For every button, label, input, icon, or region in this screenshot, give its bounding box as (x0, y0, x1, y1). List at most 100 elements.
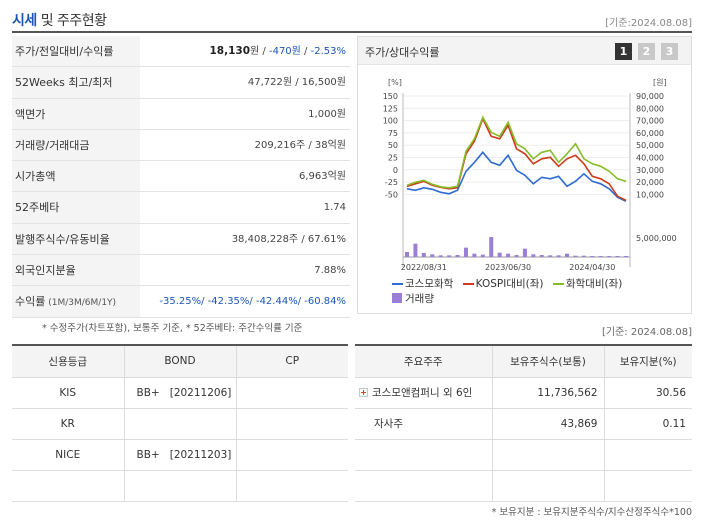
volume-bar (624, 256, 628, 257)
quote-row-return: 수익률 (1M/3M/6M/1Y) -35.25%/ -42.35%/ -42.… (12, 286, 350, 318)
quote-row-market-cap: 시가총액 6,963억원 (12, 161, 350, 193)
reference-date: [기준:2024.08.08] (605, 18, 692, 29)
table-row (355, 470, 692, 502)
table-row (12, 470, 348, 502)
quote-row-beta: 52주베타 1.74 (12, 192, 350, 224)
volume-bar (438, 255, 443, 257)
quote-value: 18,130원 / -470원 / -2.53% (209, 45, 347, 57)
volume-bar (447, 255, 452, 257)
volume-bar (615, 256, 620, 257)
volume-bar (607, 256, 612, 257)
volume-bar (413, 243, 418, 257)
left-tick-label: 125 (383, 104, 398, 113)
volume-bar (581, 255, 586, 257)
quote-label: 주가/전일대비/수익률 (12, 36, 140, 67)
chart-panel: 주가/상대수익률 1 2 3 [%] [원] 150 125 100 75 50 25 0 -25… (357, 36, 692, 314)
chart-title: 주가/상대수익률 (365, 46, 440, 59)
credit-rating-table: 신용등급 BOND CP KIS BB+ [20211206] KR NICE … (12, 344, 348, 502)
x-tick-label: 2022/08/31 (401, 263, 447, 272)
quote-footnote: * 수정주가(차트포함), 보통주 기준, * 52주베타: 주간수익률 기준 (42, 323, 303, 334)
series-line-3 (406, 115, 627, 189)
volume-bar (598, 256, 603, 257)
volume-bar (463, 247, 468, 257)
quote-row-volume: 거래량/거래대금 209,216주 / 38억원 (12, 129, 350, 162)
quote-value: 38,408,228주 / 67.61% (231, 233, 346, 245)
x-tick-label: 2024/04/30 (569, 263, 615, 272)
right-tick-label: 40,000 (636, 154, 664, 163)
quote-value: 1.74 (323, 202, 346, 214)
left-tick-label: 100 (383, 117, 398, 126)
right-tick-label: 50,000 (636, 141, 664, 150)
column-header: 주요주주 (355, 345, 493, 378)
volume-bar (489, 237, 494, 257)
x-tick-label: 2023/06/30 (485, 263, 531, 272)
volume-bar (405, 252, 409, 257)
column-header: BOND (124, 345, 237, 378)
legend-item-kospi: KOSPI대비(좌) (462, 277, 544, 292)
left-tick-label: 0 (393, 166, 398, 175)
chart-page-button-2[interactable]: 2 (638, 43, 655, 60)
legend-item-company: 코스모화학 (392, 277, 453, 292)
quote-label: 수익률 (1M/3M/6M/1Y) (12, 286, 140, 317)
series-line-1 (406, 151, 627, 203)
column-header: 신용등급 (12, 345, 125, 378)
quote-value: 47,722원 / 16,500원 (247, 77, 346, 89)
volume-bar (480, 254, 485, 257)
quote-row-foreign: 외국인지분율 7.88% (12, 255, 350, 287)
volume-bar (506, 253, 511, 257)
volume-bar (531, 254, 536, 257)
volume-bar (573, 255, 578, 257)
legend-item-volume: 거래량 (392, 292, 434, 307)
quote-table: 주가/전일대비/수익률 18,130원 / -470원 / -2.53% 52W… (12, 36, 350, 318)
holder-name-cell[interactable]: 코스모앤컴퍼니 외 6인 (355, 377, 493, 409)
quote-label: 거래량/거래대금 (12, 129, 140, 161)
table-row (355, 439, 692, 471)
table-header-row: 신용등급 BOND CP (12, 345, 348, 378)
chart-legend: 코스모화학 KOSPI대비(좌) 화학대비(좌) 거래량 (392, 277, 692, 307)
quote-value: 1,000원 (308, 108, 346, 120)
series-line-2 (406, 116, 627, 202)
left-tick-label: -50 (385, 190, 398, 199)
chart-header: 주가/상대수익률 1 2 3 (358, 37, 691, 65)
right-tick-label: 80,000 (636, 104, 664, 113)
right-axis-unit: [원] (653, 78, 667, 87)
volume-tick-label: 5,000,000 (636, 234, 677, 243)
legend-line-icon (462, 283, 474, 285)
table-row: 코스모앤컴퍼니 외 6인 11,736,562 30.56 (355, 377, 692, 409)
left-tick-label: 150 (383, 92, 398, 101)
volume-bar (421, 253, 426, 257)
right-tick-label: 60,000 (636, 129, 664, 138)
quote-label: 발행주식수/유동비율 (12, 223, 140, 255)
quote-value: -35.25%/ -42.35%/ -42.44%/ -60.84% (159, 296, 346, 308)
volume-bar (514, 255, 519, 257)
chart-page-button-1[interactable]: 1 (615, 43, 632, 60)
volume-bar (497, 252, 502, 257)
table-header-row: 주요주주 보유주식수(보통) 보유지분(%) (355, 345, 692, 378)
quote-label: 52주베타 (12, 192, 140, 223)
left-tick-label: 75 (388, 129, 398, 138)
section-header: 시세 및 주주현황 [기준:2024.08.08] (12, 8, 692, 30)
chart-page-button-3[interactable]: 3 (661, 43, 678, 60)
volume-bar (472, 253, 477, 257)
volume-bar (539, 255, 544, 257)
legend-line-icon (552, 283, 564, 285)
column-header: 보유주식수(보통) (492, 345, 605, 378)
right-tick-label: 30,000 (636, 166, 664, 175)
quote-label: 52Weeks 최고/최저 (12, 67, 140, 98)
quote-row-price: 주가/전일대비/수익률 18,130원 / -470원 / -2.53% (12, 36, 350, 68)
quote-label: 시가총액 (12, 161, 140, 192)
quote-row-52weeks: 52Weeks 최고/최저 47,722원 / 16,500원 (12, 67, 350, 99)
holders-footnote: * 보유지분 : 보유지분주식수/지수산정주식수*100 (491, 507, 692, 518)
header-divider (12, 31, 692, 33)
left-tick-label: 50 (388, 141, 398, 150)
right-tick-label: 90,000 (636, 92, 664, 101)
volume-bar (556, 255, 561, 257)
expand-plus-icon[interactable] (359, 388, 368, 397)
volume-bar (565, 253, 570, 257)
right-tick-label: 70,000 (636, 117, 664, 126)
right-tick-label: 10,000 (636, 190, 664, 199)
quote-value: 209,216주 / 38억원 (254, 139, 346, 151)
column-header: 보유지분(%) (604, 345, 692, 378)
left-axis-unit: [%] (388, 78, 402, 87)
left-tick-label: 25 (388, 154, 398, 163)
